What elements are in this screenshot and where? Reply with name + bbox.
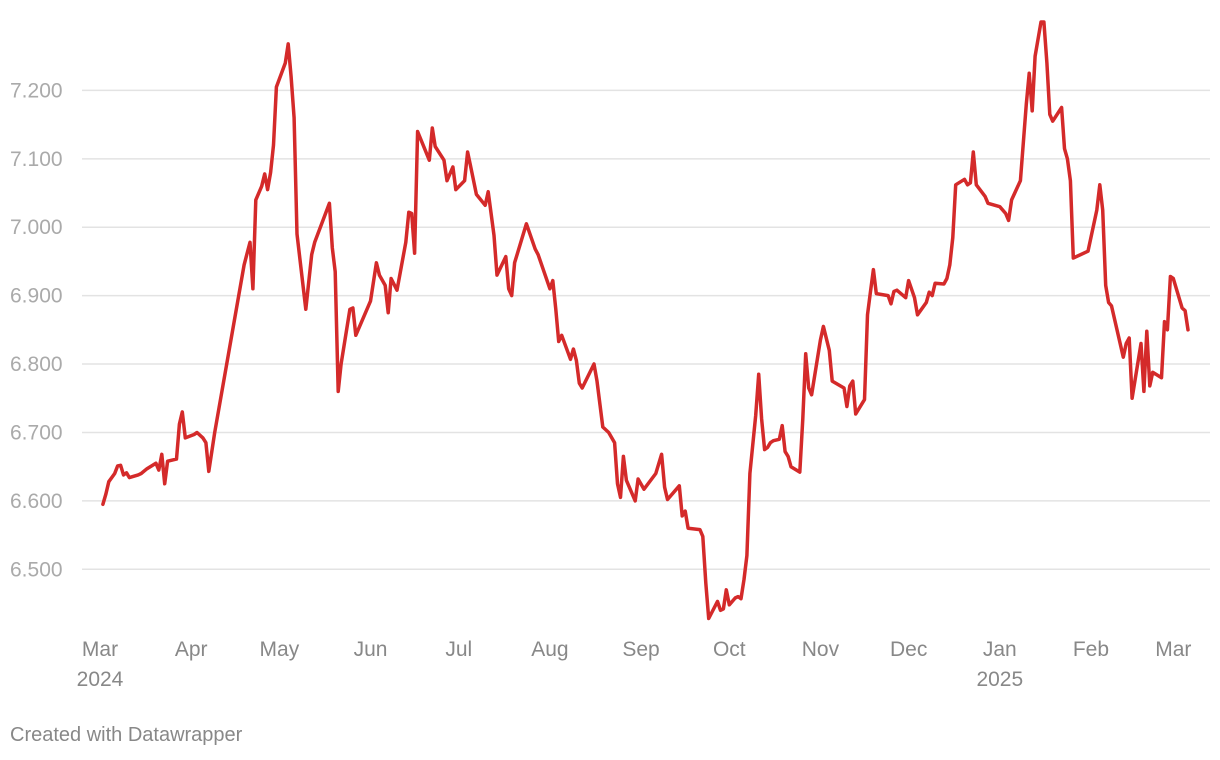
y-axis-tick-labels: 6.500 6.600 6.700 6.800 6.900 7.000 7.100 7.200 (10, 79, 63, 581)
y-tick-label: 7.200 (10, 79, 63, 102)
y-tick-label: 7.000 (10, 216, 63, 239)
y-tick-label: 6.800 (10, 353, 63, 376)
y-tick-label: 6.500 (10, 558, 63, 581)
x-tick-label: Jun (354, 638, 388, 661)
x-tick-label: Nov (802, 638, 840, 661)
x-tick-label: Dec (890, 638, 927, 661)
y-tick-label: 6.600 (10, 490, 63, 513)
y-tick-label: 7.100 (10, 148, 63, 171)
x-tick-label: Jul (445, 638, 472, 661)
x-tick-year-label: 2025 (976, 668, 1023, 691)
x-axis-tick-labels: Mar 2024 Apr May Jun Jul Aug Sep Oct Nov Dec Jan 202… (77, 638, 1192, 691)
series-line (101, 20, 1190, 621)
datawrapper-credit: Created with Datawrapper (10, 724, 243, 746)
x-tick-label: Feb (1073, 638, 1109, 661)
series-layer (101, 20, 1190, 621)
line-chart: 6.500 6.600 6.700 6.800 6.900 7.000 7.100 7.200… (10, 20, 1210, 691)
x-tick-label: Sep (622, 638, 659, 661)
x-tick-label: Mar (1155, 638, 1191, 661)
x-tick-label: Aug (531, 638, 568, 661)
gridlines (82, 89, 1210, 571)
x-tick-year-label: 2024 (77, 668, 124, 691)
x-tick-label: Oct (713, 638, 746, 661)
y-tick-label: 6.700 (10, 421, 63, 444)
x-tick-label: May (260, 638, 300, 661)
y-tick-label: 6.900 (10, 285, 63, 308)
x-tick-label: Jan (983, 638, 1017, 661)
x-tick-label: Apr (175, 638, 208, 661)
x-tick-label: Mar (82, 638, 118, 661)
